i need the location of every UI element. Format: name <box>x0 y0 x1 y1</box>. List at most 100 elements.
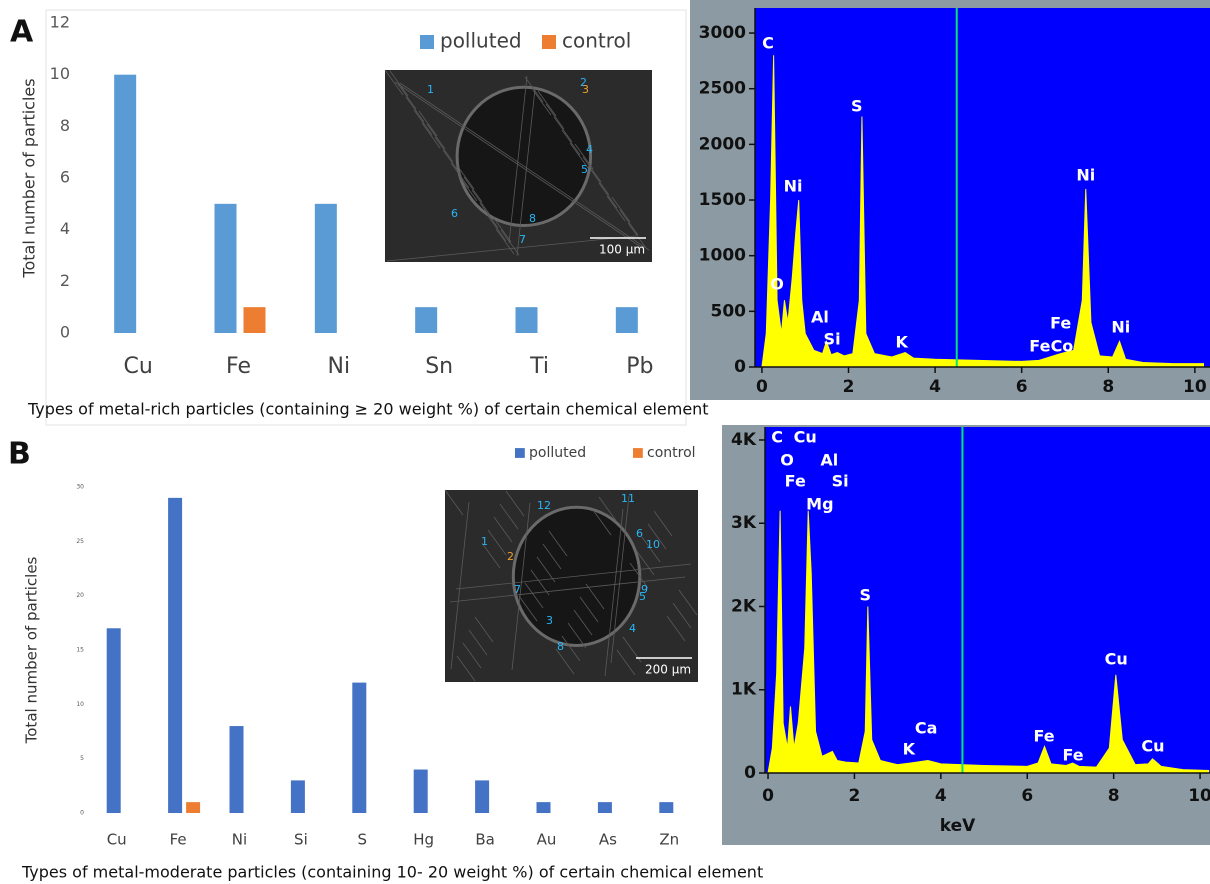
panel-label: B <box>8 437 31 472</box>
sem-texture <box>421 122 441 149</box>
peak-label: Ni <box>1076 165 1095 184</box>
x-tick-label: Zn <box>659 831 679 849</box>
y-tick-label: 2K <box>731 596 757 616</box>
y-tick-label: 12 <box>50 13 70 32</box>
sem-texture <box>629 562 649 589</box>
y-tick-label: 4K <box>731 430 757 450</box>
y-tick-label: 10 <box>76 701 84 708</box>
sem-label: 7 <box>519 233 526 246</box>
x-tick-label: S <box>358 831 368 849</box>
y-tick-label: 1K <box>731 680 757 700</box>
sem-texture <box>666 615 686 642</box>
x-tick-label: Si <box>294 831 308 849</box>
peak-label: Si <box>824 329 841 348</box>
sem-texture <box>508 75 528 244</box>
y-tick-label: 1000 <box>699 246 746 266</box>
x-tick-label: 0 <box>762 786 774 806</box>
sem-texture <box>542 543 562 570</box>
sem-label: 3 <box>582 83 589 96</box>
sem-texture <box>641 536 661 563</box>
x-tick-label: Ni <box>232 831 247 849</box>
sem-texture <box>505 490 525 517</box>
peak-label: Fe <box>1034 727 1055 746</box>
legend-label: control <box>562 29 631 53</box>
sem-texture <box>590 169 610 196</box>
sem-label: 12 <box>537 499 551 512</box>
y-tick-label: 0 <box>734 357 746 377</box>
bar <box>597 802 612 813</box>
peak-label: Co <box>1051 336 1074 355</box>
sem-label: 1 <box>427 83 434 96</box>
y-tick-label: 2000 <box>699 134 746 154</box>
sem-texture <box>548 530 568 557</box>
sem-label: 6 <box>451 207 458 220</box>
peak-label: K <box>896 332 909 351</box>
bar <box>290 780 305 813</box>
sem-texture <box>561 635 581 662</box>
legend-label: control <box>647 445 696 461</box>
sem-texture <box>518 595 538 622</box>
bar <box>243 307 266 333</box>
peak-label: C <box>762 34 774 53</box>
sem-texture <box>516 88 536 257</box>
sem-texture <box>468 629 488 656</box>
sem-label: 5 <box>639 590 646 603</box>
sem-texture <box>463 176 483 203</box>
bar <box>106 628 121 813</box>
panel-a-frame <box>45 9 687 426</box>
x-tick-label: 8 <box>1108 786 1120 806</box>
bar <box>314 203 337 333</box>
legend-swatch <box>633 448 643 458</box>
sem-texture <box>444 489 464 516</box>
y-tick-label: 10 <box>50 64 70 83</box>
legend-swatch <box>420 35 434 49</box>
sem-texture <box>455 163 475 190</box>
x-tick-label: 4 <box>929 377 941 397</box>
sem-texture <box>579 596 599 623</box>
sem-texture <box>532 89 552 116</box>
sem-texture <box>449 576 686 603</box>
sem-texture <box>384 69 404 96</box>
peak-label: Fe <box>1050 314 1071 333</box>
y-tick-label: 0 <box>80 810 84 817</box>
sem-label: 6 <box>636 527 643 540</box>
sem-label: 4 <box>629 622 636 635</box>
peak-label: Mg <box>806 494 833 513</box>
sem-texture <box>574 143 594 170</box>
y-tick-label: 0 <box>60 323 70 342</box>
sem-texture <box>389 70 409 97</box>
y-axis-title: Total number of particles <box>20 78 39 278</box>
sem-texture <box>569 142 589 169</box>
peak-label: Fe <box>785 471 806 490</box>
panel-label: A <box>10 15 34 50</box>
sem-label: 8 <box>529 212 536 225</box>
sem-texture <box>635 549 655 576</box>
peak-label: Cu <box>794 427 817 446</box>
y-tick-label: 6 <box>60 168 70 187</box>
sem-texture <box>619 209 639 236</box>
peak-label: Ni <box>1111 318 1130 337</box>
peak-label: Cu <box>1105 650 1128 669</box>
sem-texture <box>610 495 630 664</box>
x-tick-label: 10 <box>1183 377 1207 397</box>
x-axis-title: keV <box>940 816 976 836</box>
bar <box>415 307 438 333</box>
sem-texture <box>413 109 433 136</box>
sem-texture <box>474 616 494 643</box>
peak-label: S <box>859 585 871 604</box>
y-tick-label: 15 <box>76 647 84 654</box>
sem-texture <box>537 90 557 117</box>
y-tick-label: 1500 <box>699 190 746 210</box>
spectrum-area <box>767 510 1210 774</box>
sem-texture <box>418 110 438 137</box>
peak-label: K <box>903 740 916 759</box>
peak-label: O <box>770 274 784 293</box>
sem-texture <box>386 235 637 262</box>
x-tick-label: 8 <box>1102 377 1114 397</box>
legend-swatch <box>542 35 556 49</box>
bar <box>168 497 183 813</box>
sem-texture <box>530 569 550 596</box>
bar <box>186 802 201 813</box>
x-tick-label: 10 <box>1188 786 1210 806</box>
